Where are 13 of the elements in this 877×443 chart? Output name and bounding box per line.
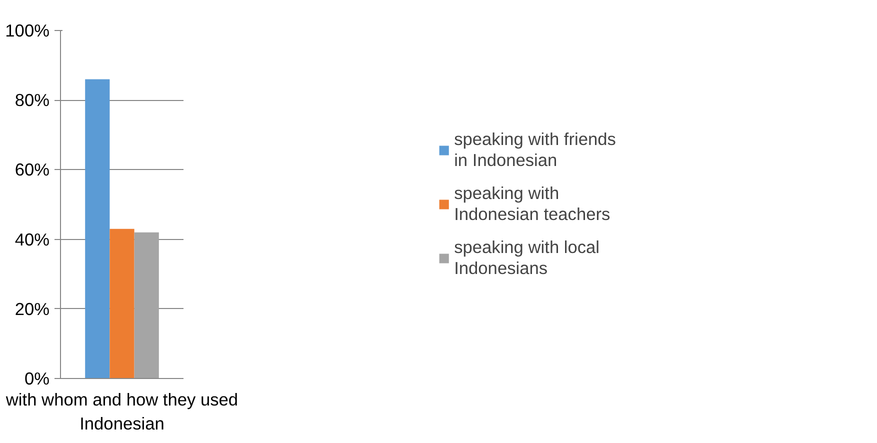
y-tick-label: 40% [14,229,50,250]
y-tick-label: 100% [5,20,50,40]
y-tick-label: 20% [14,298,50,319]
legend-label: speaking with friends in Indonesian [454,129,616,171]
y-tick-label: 60% [14,160,50,180]
bar [85,79,110,378]
y-tick-label: 80% [14,90,50,110]
bar [134,232,159,378]
legend-label: speaking with local Indonesians [454,237,600,279]
legend-label: speaking with Indonesian teachers [454,183,610,225]
bar [110,228,134,378]
x-tick-label: with whom and how they used Indonesian [4,390,238,434]
y-tick-label: 0% [24,368,50,388]
